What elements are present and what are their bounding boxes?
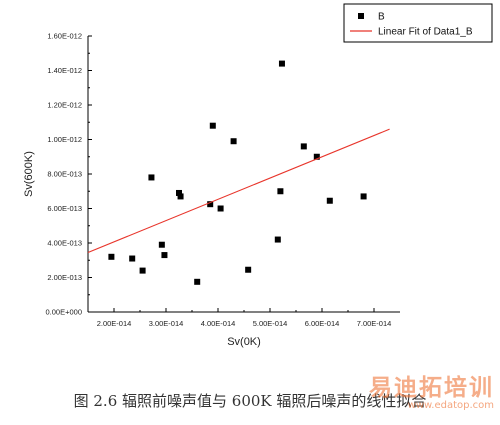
x-tick-label: 6.00E-014	[305, 319, 340, 328]
x-tick-label: 5.00E-014	[253, 319, 288, 328]
x-tick-label: 4.00E-014	[201, 319, 236, 328]
watermark-logo: 易迪拓培训 www.edatop.com	[344, 368, 494, 411]
data-point	[177, 193, 184, 200]
data-point	[245, 266, 252, 273]
legend-marker-swatch	[358, 13, 364, 19]
y-tick-label: 8.00E-013	[47, 170, 82, 179]
data-point	[360, 193, 367, 200]
data-point	[129, 255, 136, 262]
watermark-url: www.edatop.com	[407, 400, 494, 411]
data-point	[277, 188, 284, 195]
data-point	[194, 278, 201, 285]
data-point	[274, 236, 281, 243]
data-point	[278, 60, 285, 67]
data-point	[313, 153, 320, 160]
y-tick-label: 1.40E-012	[47, 66, 82, 75]
data-point	[207, 201, 214, 208]
legend-box	[343, 3, 493, 43]
data-point	[326, 197, 333, 204]
x-tick-label: 2.00E-014	[97, 319, 132, 328]
y-tick-label: 1.20E-012	[47, 101, 82, 110]
y-tick-label: 2.00E-013	[47, 273, 82, 282]
y-tick-label: 6.00E-013	[47, 204, 82, 213]
x-axis-title: Sv(0K)	[227, 336, 261, 348]
linear-fit-line	[87, 128, 390, 253]
x-tick-label: 7.00E-014	[357, 319, 392, 328]
chart-figure: 0.00E+000 2.00E-013 4.00E-013 6.00E-013 8.00…	[23, 3, 493, 348]
data-point	[176, 189, 182, 196]
data-point	[209, 122, 216, 129]
data-point	[139, 267, 146, 274]
y-tick-label: 1.00E-012	[47, 135, 82, 144]
legend-label: Linear Fit of Data1_B	[378, 27, 473, 38]
legend-label: B	[378, 12, 385, 23]
data-point	[300, 143, 307, 150]
data-point	[108, 253, 115, 260]
legend: B Linear Fit of Data1_B	[343, 3, 493, 43]
axes-group: 0.00E+000 2.00E-013 4.00E-013 6.00E-013 8.00…	[23, 32, 400, 348]
data-marks-group	[87, 60, 390, 285]
data-point	[158, 241, 165, 248]
y-tick-label: 1.60E-012	[47, 32, 82, 41]
x-tick-label: 3.00E-014	[149, 319, 184, 328]
data-point	[217, 205, 224, 212]
y-axis-title: Sv(600K)	[23, 151, 35, 197]
data-point	[148, 174, 155, 181]
scatter-chart: 0.00E+000 2.00E-013 4.00E-013 6.00E-013 8.00…	[23, 3, 493, 348]
data-point	[161, 252, 168, 259]
figure-caption: 图 2.6 辐照前噪声值与 600K 辐照后噪声的线性拟合	[73, 392, 427, 410]
watermark-text: 易迪拓培训	[369, 375, 494, 401]
data-point	[230, 138, 237, 145]
y-tick-label: 4.00E-013	[47, 239, 82, 248]
y-tick-label: 0.00E+000	[46, 308, 83, 317]
